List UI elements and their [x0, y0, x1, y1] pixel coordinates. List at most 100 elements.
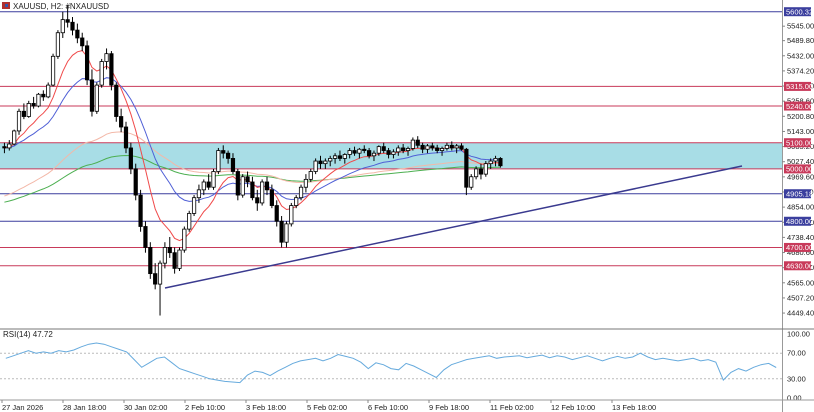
- candle-body: [235, 171, 240, 196]
- candle-body: [401, 147, 406, 151]
- candle-body: [381, 146, 386, 151]
- level-tag-label: 5315.00: [786, 82, 813, 91]
- candle-body: [313, 160, 318, 172]
- time-tick-label: 13 Feb 18:00: [612, 403, 656, 412]
- time-tick-label: 12 Feb 10:00: [551, 403, 595, 412]
- candle-body: [21, 110, 26, 117]
- candle-body: [75, 29, 80, 39]
- ascending-trendline[interactable]: [164, 165, 743, 289]
- candle-body: [405, 148, 411, 151]
- time-tick-label: 11 Feb 02:00: [490, 403, 534, 412]
- candle-body: [464, 148, 469, 188]
- candle-body: [187, 213, 192, 230]
- candle-body: [386, 150, 391, 155]
- candle-body: [415, 139, 420, 146]
- candle-body: [2, 146, 7, 149]
- level-tag-label: 5600.32: [786, 7, 813, 16]
- time-tick-label: 5 Feb 02:00: [307, 403, 347, 412]
- price-tick-label: 4507.20: [787, 293, 814, 302]
- candle-body: [454, 145, 459, 149]
- candle-body: [425, 145, 430, 150]
- candle-body: [264, 181, 270, 191]
- candle-body: [196, 189, 202, 199]
- candle-body: [167, 247, 172, 254]
- candle-body: [104, 53, 109, 62]
- candle-body: [371, 152, 377, 157]
- candle-body: [332, 155, 338, 159]
- candle-body: [50, 55, 56, 86]
- candle-body: [221, 150, 226, 154]
- price-tick-label: 5545.00: [787, 22, 814, 31]
- candle-body: [367, 150, 372, 157]
- level-tag: [784, 164, 811, 174]
- candle-body: [362, 148, 367, 151]
- level-tag-label: 5240.00: [786, 102, 813, 111]
- candle-body: [123, 126, 129, 149]
- candle-body: [449, 144, 454, 149]
- candle-body: [94, 84, 99, 112]
- candle-body: [153, 273, 158, 285]
- candle-body: [119, 116, 124, 128]
- candle-body: [342, 154, 347, 159]
- rsi-label: RSI(14) 47.72: [3, 330, 53, 339]
- candle-body: [148, 247, 153, 275]
- rsi-panel: 100.00 70.00 30.00 0.00: [0, 328, 814, 403]
- candle-body: [493, 158, 498, 162]
- candle-body: [284, 223, 289, 243]
- candle-body: [46, 84, 51, 98]
- candle-body: [89, 79, 95, 112]
- candle-body: [469, 176, 474, 188]
- candle-body: [31, 103, 36, 107]
- level-tag: [784, 138, 811, 148]
- candle-body: [7, 143, 12, 149]
- candle-body: [478, 168, 484, 175]
- price-tick-label: 5143.00: [787, 127, 814, 136]
- candle-body: [473, 168, 479, 178]
- candle-body: [459, 145, 464, 150]
- level-tag-label: 4800.00: [786, 217, 813, 226]
- candle-body: [60, 19, 65, 34]
- candle-body: [279, 220, 284, 243]
- candle-body: [396, 147, 401, 153]
- candle-body: [439, 148, 445, 151]
- candle-body: [250, 181, 255, 199]
- candle-body: [41, 93, 46, 98]
- rsi-line: [5, 342, 777, 384]
- candle-body: [410, 139, 415, 149]
- time-axis: 27 Jan 2026 28 Jan 18:00 30 Jan 02:00 2 Feb…: [0, 399, 814, 412]
- candle-body: [376, 146, 381, 154]
- candle-body: [65, 19, 70, 23]
- candle-body: [303, 178, 309, 188]
- candle-body: [201, 181, 206, 191]
- trendline-layer[interactable]: [164, 165, 743, 289]
- candle-body: [269, 189, 274, 206]
- candle-body: [274, 205, 279, 222]
- rsi-tick-label: 30.00: [787, 374, 806, 383]
- candle-body: [357, 148, 362, 154]
- candle-body: [70, 21, 75, 31]
- price-tick-label: 5489.80: [787, 36, 814, 45]
- candle-body: [308, 171, 313, 180]
- level-tag: [784, 216, 811, 226]
- candle-body: [128, 147, 133, 170]
- candle-body: [80, 37, 85, 47]
- candles: [2, 5, 503, 316]
- rsi-tick-label: 70.00: [787, 349, 806, 358]
- time-tick-label: 2 Feb 10:00: [185, 403, 225, 412]
- price-tick-label: 4854.00: [787, 203, 814, 212]
- candle-body: [318, 160, 323, 165]
- candle-body: [26, 103, 31, 117]
- symbol-label: XAUUSD, H2: #NXAUUSD: [13, 2, 109, 11]
- symbol-flag-icon: [2, 2, 10, 9]
- candle-body: [99, 61, 104, 86]
- time-tick-label: 30 Jan 02:00: [124, 403, 167, 412]
- candle-body: [240, 176, 245, 196]
- candle-body: [289, 205, 294, 225]
- candle-body: [255, 197, 260, 204]
- price-tick-label: 5027.40: [787, 157, 814, 166]
- ma-slow-light-line: [4, 131, 501, 197]
- candle-body: [347, 150, 352, 155]
- ma-slow-line: [4, 154, 501, 203]
- price-tags: 5600.32 5315.00 5240.00 5100.00 5000.00 4905.…: [784, 7, 813, 271]
